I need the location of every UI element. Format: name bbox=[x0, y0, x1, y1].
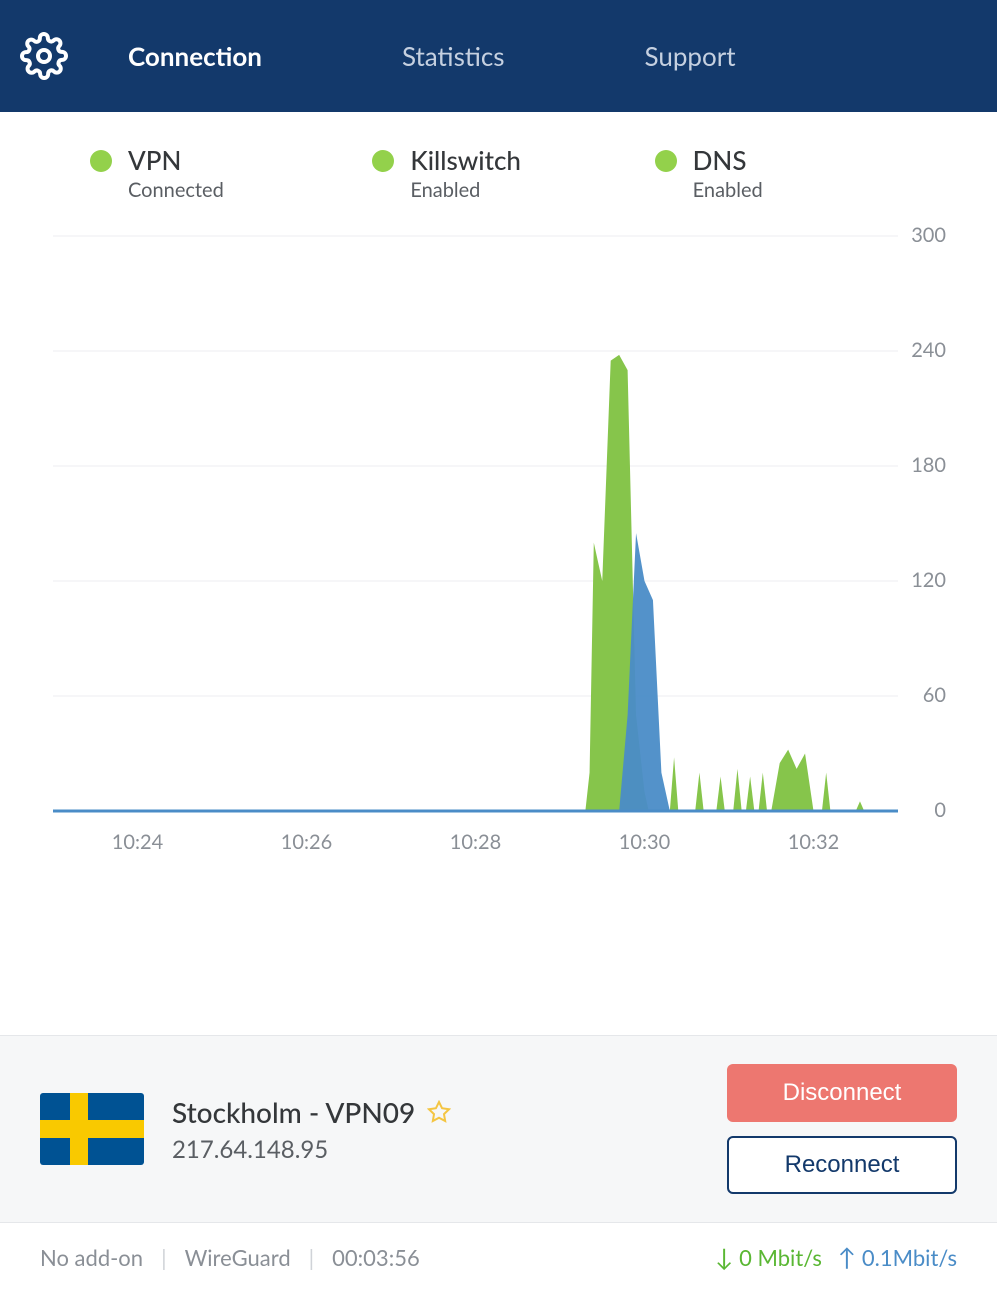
star-icon[interactable] bbox=[427, 1100, 451, 1124]
svg-text:10:32: 10:32 bbox=[788, 830, 839, 854]
upload-arrow-icon: ↑ bbox=[838, 1243, 856, 1272]
footer-protocol: WireGuard bbox=[185, 1244, 291, 1271]
tab-connection[interactable]: Connection bbox=[128, 40, 262, 72]
svg-text:10:24: 10:24 bbox=[112, 830, 164, 854]
divider-icon: | bbox=[161, 1244, 167, 1271]
svg-text:60: 60 bbox=[923, 683, 946, 707]
status-dns-value: Enabled bbox=[693, 178, 763, 202]
status-dot-icon bbox=[655, 150, 677, 172]
server-name: Stockholm - VPN09 bbox=[172, 1095, 415, 1129]
reconnect-button[interactable]: Reconnect bbox=[727, 1136, 957, 1194]
svg-text:240: 240 bbox=[911, 338, 946, 362]
button-group: Disconnect Reconnect bbox=[727, 1064, 957, 1194]
status-killswitch-value: Enabled bbox=[410, 178, 521, 202]
svg-text:10:26: 10:26 bbox=[281, 830, 332, 854]
download-speed: 0 Mbit/s bbox=[739, 1244, 822, 1271]
flag-icon bbox=[40, 1093, 144, 1165]
footer-addon: No add-on bbox=[40, 1244, 143, 1271]
status-dns-title: DNS bbox=[693, 144, 763, 176]
traffic-chart: 0 60 120 180 240 300 10:24 10:26 10:28 10:30 10:32 bbox=[48, 226, 957, 896]
tab-statistics[interactable]: Statistics bbox=[402, 40, 505, 72]
header-bar: Connection Statistics Support bbox=[0, 0, 997, 112]
footer-duration: 00:03:56 bbox=[332, 1244, 420, 1271]
svg-text:0: 0 bbox=[934, 798, 946, 822]
footer-bar: No add-on | WireGuard | 00:03:56 ↓ 0 Mbi… bbox=[0, 1222, 997, 1292]
svg-text:10:28: 10:28 bbox=[450, 830, 501, 854]
status-dot-icon bbox=[372, 150, 394, 172]
server-ip: 217.64.148.95 bbox=[172, 1135, 727, 1164]
download-arrow-icon: ↓ bbox=[715, 1243, 733, 1272]
status-killswitch: Killswitch Enabled bbox=[372, 144, 654, 202]
server-info: Stockholm - VPN09 217.64.148.95 bbox=[172, 1095, 727, 1164]
status-dot-icon bbox=[90, 150, 112, 172]
tab-support[interactable]: Support bbox=[645, 40, 736, 72]
status-vpn: VPN Connected bbox=[90, 144, 372, 202]
upload-speed: 0.1Mbit/s bbox=[862, 1244, 957, 1271]
status-killswitch-title: Killswitch bbox=[410, 144, 521, 176]
status-row: VPN Connected Killswitch Enabled DNS Ena… bbox=[0, 112, 997, 226]
status-vpn-title: VPN bbox=[128, 144, 224, 176]
footer-speeds: ↓ 0 Mbit/s ↑ 0.1Mbit/s bbox=[715, 1243, 957, 1272]
svg-text:180: 180 bbox=[911, 453, 946, 477]
status-vpn-value: Connected bbox=[128, 178, 224, 202]
svg-text:300: 300 bbox=[911, 226, 946, 247]
disconnect-button[interactable]: Disconnect bbox=[727, 1064, 957, 1122]
svg-text:120: 120 bbox=[911, 568, 946, 592]
status-dns: DNS Enabled bbox=[655, 144, 937, 202]
tab-bar: Connection Statistics Support bbox=[128, 40, 736, 72]
divider-icon: | bbox=[309, 1244, 315, 1271]
server-panel: Stockholm - VPN09 217.64.148.95 Disconne… bbox=[0, 1035, 997, 1222]
gear-icon[interactable] bbox=[20, 32, 68, 80]
svg-text:10:30: 10:30 bbox=[619, 830, 670, 854]
